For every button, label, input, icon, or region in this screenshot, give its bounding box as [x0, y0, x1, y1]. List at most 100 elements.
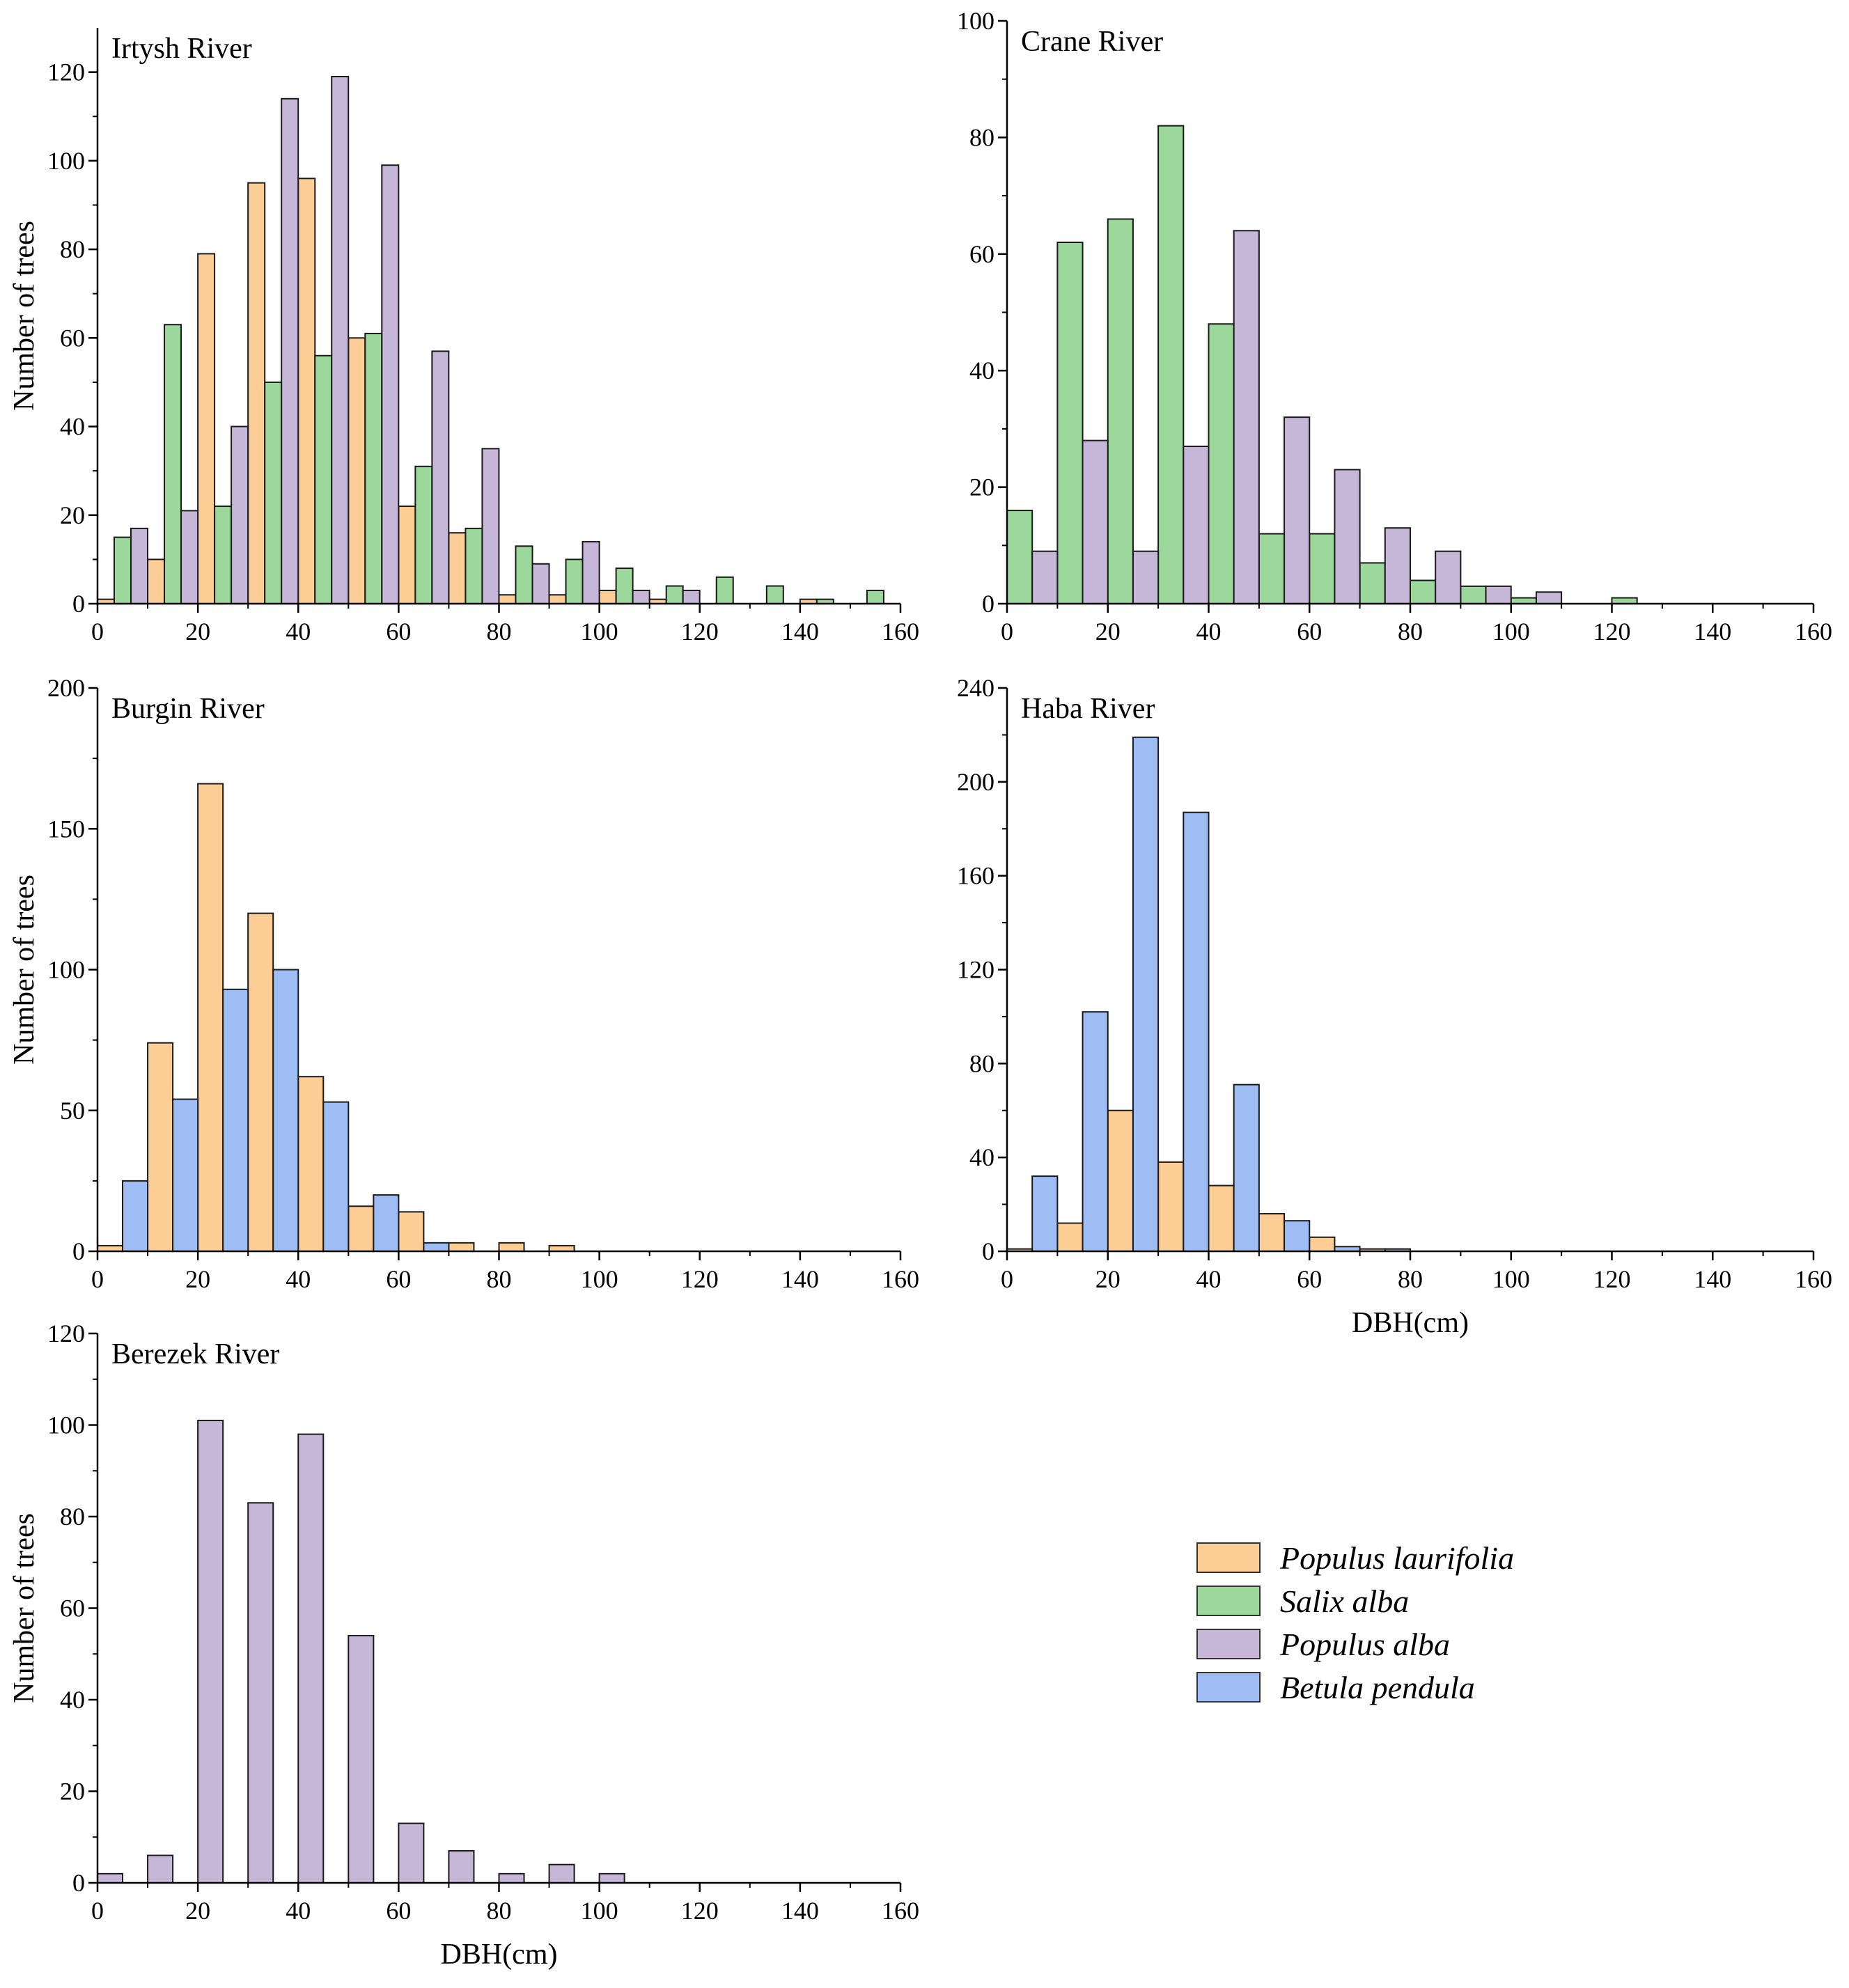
x-tick-label: 20 — [185, 1265, 210, 1293]
panel-title: Haba River — [1021, 693, 1155, 725]
x-tick-label: 20 — [185, 618, 210, 645]
bar-salix-alba-110 — [665, 585, 684, 604]
bar-salix-alba-50 — [364, 332, 383, 604]
x-tick-label: 40 — [1196, 1265, 1222, 1293]
bar-betula-pendula-50 — [1284, 1220, 1311, 1253]
bar-populus-alba-80 — [1435, 550, 1462, 604]
legend: Populus laurifolia Salix alba Populus al… — [1196, 1536, 1614, 1709]
bar-betula-pendula-30 — [1183, 811, 1210, 1252]
bar-populus-laurifolia-50 — [348, 337, 366, 604]
bar-populus-laurifolia-80 — [498, 594, 517, 604]
bar-populus-alba-0 — [130, 527, 148, 604]
x-tick-label: 0 — [1001, 1265, 1013, 1293]
bar-populus-laurifolia-20 — [197, 783, 224, 1252]
x-tick-label: 140 — [781, 1265, 819, 1293]
bar-betula-pendula-20 — [1132, 736, 1160, 1252]
bar-salix-alba-0 — [113, 536, 132, 604]
bar-betula-pendula-0 — [1031, 1175, 1059, 1252]
bar-populus-alba-110 — [682, 589, 701, 605]
y-tick-label: 80 — [969, 1049, 994, 1077]
x-tick-label: 160 — [882, 618, 919, 645]
x-tick-label: 60 — [386, 1897, 411, 1925]
x-tick-label: 140 — [1694, 1265, 1731, 1293]
legend-swatch-betula-pendula — [1196, 1672, 1261, 1703]
bar-betula-pendula-50 — [373, 1194, 400, 1252]
chart-berezek-river: 0 20 40 60 80 100 120 140 160 0 20 40 60 80 100 120 Bere… — [8, 1320, 919, 1971]
bar-populus-alba-0 — [97, 1872, 124, 1884]
x-tick-label: 100 — [581, 1265, 618, 1293]
bar-salix-alba-40 — [314, 354, 333, 604]
y-tick-label: 100 — [47, 1411, 85, 1439]
x-tick-label: 120 — [681, 618, 719, 645]
y-tick-label: 40 — [60, 1686, 85, 1714]
x-tick-label: 80 — [487, 618, 512, 645]
bar-populus-laurifolia-10 — [147, 558, 166, 605]
bar-salix-alba-70 — [1359, 562, 1386, 604]
bar-betula-pendula-60 — [423, 1242, 450, 1252]
x-tick-label: 60 — [386, 1265, 411, 1293]
y-tick-label: 0 — [72, 1869, 85, 1897]
bar-populus-laurifolia-60 — [398, 506, 416, 604]
bar-populus-alba-70 — [1384, 527, 1411, 604]
y-tick-label: 40 — [969, 1143, 994, 1171]
bar-betula-pendula-40 — [1233, 1083, 1260, 1252]
y-tick-label: 120 — [47, 1320, 85, 1347]
bar-populus-alba-10 — [1082, 439, 1109, 605]
bar-populus-alba-50 — [381, 164, 400, 604]
bar-populus-alba-90 — [1485, 585, 1512, 605]
bar-populus-laurifolia-80 — [498, 1242, 525, 1252]
y-tick-label: 80 — [969, 123, 994, 151]
x-tick-label: 40 — [286, 1265, 311, 1293]
x-tick-label: 60 — [386, 618, 411, 645]
bar-populus-laurifolia-60 — [1309, 1236, 1336, 1253]
bar-populus-alba-30 — [281, 97, 299, 605]
bar-populus-alba-60 — [1334, 469, 1361, 604]
bar-populus-laurifolia-100 — [598, 589, 617, 605]
panel-title: Burgin River — [111, 693, 265, 725]
bar-populus-alba-10 — [147, 1854, 174, 1884]
bar-populus-laurifolia-10 — [147, 1042, 174, 1253]
y-tick-label: 120 — [47, 58, 85, 86]
y-tick-label: 20 — [969, 473, 994, 501]
bar-salix-alba-130 — [765, 585, 784, 604]
bar-populus-alba-100 — [632, 589, 650, 605]
y-tick-label: 50 — [60, 1097, 85, 1125]
bar-salix-alba-0 — [1006, 510, 1033, 605]
x-tick-label: 100 — [1492, 1265, 1530, 1293]
bar-populus-alba-50 — [348, 1634, 375, 1884]
bar-populus-alba-20 — [1132, 550, 1160, 604]
x-tick-label: 100 — [1492, 618, 1530, 645]
bar-salix-alba-80 — [1410, 579, 1437, 605]
y-tick-label: 20 — [60, 1778, 85, 1806]
x-tick-label: 0 — [91, 1897, 104, 1925]
legend-swatch-populus-laurifolia — [1196, 1542, 1261, 1573]
bar-betula-pendula-0 — [122, 1180, 149, 1252]
y-tick-label: 0 — [982, 590, 994, 618]
y-tick-label: 80 — [60, 1503, 85, 1531]
bar-populus-alba-60 — [398, 1822, 425, 1884]
legend-label: Betula pendula — [1280, 1669, 1475, 1705]
bar-salix-alba-80 — [515, 545, 533, 604]
bar-salix-alba-60 — [414, 465, 433, 604]
x-tick-label: 100 — [581, 1897, 618, 1925]
x-tick-label: 40 — [286, 1897, 311, 1925]
bar-populus-alba-80 — [531, 563, 550, 604]
bar-salix-alba-90 — [1460, 585, 1487, 605]
x-tick-label: 160 — [1795, 1265, 1832, 1293]
y-tick-label: 40 — [60, 413, 85, 441]
y-tick-label: 120 — [957, 956, 994, 984]
legend-item-salix-alba: Salix alba — [1196, 1579, 1614, 1622]
x-tick-label: 160 — [1795, 618, 1832, 645]
bar-betula-pendula-40 — [322, 1101, 350, 1252]
bar-salix-alba-20 — [1107, 218, 1134, 604]
bar-populus-alba-20 — [197, 1419, 224, 1884]
bar-betula-pendula-10 — [172, 1098, 199, 1252]
bar-salix-alba-10 — [164, 324, 182, 604]
bar-populus-alba-40 — [331, 75, 350, 604]
chart-haba-river: 0 20 40 60 80 100 120 140 160 0 40 80 120 160 200 240 Ha… — [957, 674, 1832, 1339]
x-tick-label: 140 — [781, 618, 819, 645]
x-tick-label: 120 — [1593, 618, 1631, 645]
x-tick-label: 120 — [681, 1897, 719, 1925]
bar-populus-laurifolia-70 — [448, 532, 467, 605]
bar-salix-alba-70 — [465, 527, 483, 604]
